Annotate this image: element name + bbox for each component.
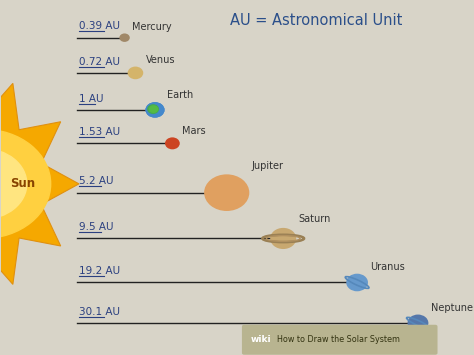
Text: 1 AU: 1 AU <box>79 94 103 104</box>
Text: 0.39 AU: 0.39 AU <box>79 21 120 31</box>
Text: 1.53 AU: 1.53 AU <box>79 127 120 137</box>
Text: Sun: Sun <box>10 178 35 190</box>
Text: How to Draw the Solar System: How to Draw the Solar System <box>277 335 400 344</box>
Text: Mercury: Mercury <box>132 22 172 32</box>
Circle shape <box>0 149 27 219</box>
Text: 9.5 AU: 9.5 AU <box>79 222 113 232</box>
Circle shape <box>408 315 428 332</box>
Circle shape <box>0 129 51 239</box>
Text: Saturn: Saturn <box>299 214 331 224</box>
Text: Earth: Earth <box>167 91 193 100</box>
Text: 0.72 AU: 0.72 AU <box>79 56 120 67</box>
Text: 30.1 AU: 30.1 AU <box>79 307 120 317</box>
Text: 19.2 AU: 19.2 AU <box>79 266 120 276</box>
Text: Jupiter: Jupiter <box>252 161 283 171</box>
Circle shape <box>119 33 130 42</box>
Circle shape <box>165 137 180 149</box>
Circle shape <box>128 67 143 79</box>
Text: 5.2 AU: 5.2 AU <box>79 176 113 186</box>
Text: wiki: wiki <box>251 335 271 344</box>
Text: Mars: Mars <box>182 126 206 136</box>
Circle shape <box>146 102 164 118</box>
Polygon shape <box>0 83 79 284</box>
Circle shape <box>270 228 296 249</box>
FancyBboxPatch shape <box>242 325 438 355</box>
Circle shape <box>146 102 164 118</box>
Circle shape <box>148 105 158 113</box>
Circle shape <box>346 274 368 291</box>
Text: Venus: Venus <box>146 55 175 65</box>
Text: AU = Astronomical Unit: AU = Astronomical Unit <box>229 13 402 28</box>
Text: Neptune: Neptune <box>430 303 473 313</box>
Circle shape <box>204 174 249 211</box>
Text: Uranus: Uranus <box>370 262 405 272</box>
Circle shape <box>149 105 158 113</box>
